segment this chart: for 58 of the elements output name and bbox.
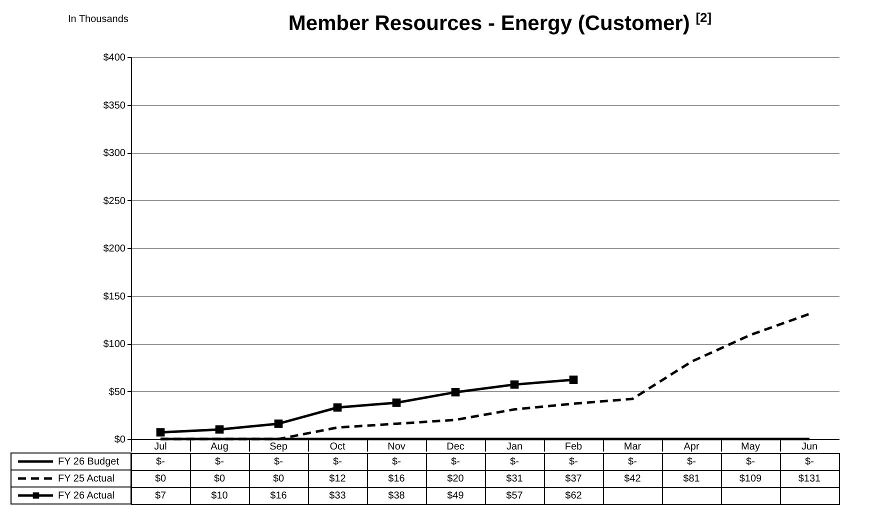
data-label: $16: [270, 490, 288, 502]
x-tick-label: Sep: [270, 442, 288, 452]
x-tick-label: Oct: [330, 442, 346, 452]
x-tick-label: Jan: [506, 442, 523, 452]
data-label: $-: [746, 456, 755, 468]
data-label: $-: [569, 456, 578, 468]
data-label: $109: [739, 474, 762, 484]
data-label: $-: [451, 456, 460, 468]
data-label: $7: [154, 490, 166, 502]
x-tick-label: Apr: [684, 442, 700, 452]
data-label: $49: [447, 490, 464, 502]
legend-label: FY 26 Actual: [58, 490, 115, 502]
y-tick-label: $0: [114, 434, 126, 446]
data-label: $-: [510, 456, 519, 468]
data-label: $-: [392, 456, 401, 468]
data-label: $-: [687, 456, 696, 468]
data-label: $37: [565, 474, 582, 484]
legend-label: FY 26 Budget: [58, 456, 120, 468]
data-label: $-: [333, 456, 342, 468]
data-label: $12: [329, 474, 346, 484]
data-label: $-: [156, 456, 165, 468]
data-label: $-: [628, 456, 637, 468]
data-label: $-: [215, 456, 224, 468]
data-label: $57: [506, 490, 524, 502]
y-tick-label: $250: [103, 196, 126, 207]
x-tick-label: Mar: [624, 442, 642, 452]
data-label: $81: [683, 474, 700, 484]
x-tick-label: Dec: [446, 442, 464, 452]
chart-title: Member Resources - Energy (Customer) $^{[2]}$: [287, 10, 713, 36]
data-label: $-: [274, 456, 283, 468]
x-tick-label: Nov: [388, 442, 406, 452]
data-label: $20: [447, 474, 464, 484]
data-label: $38: [388, 490, 406, 502]
x-tick-label: Jun: [801, 442, 818, 452]
data-label: $0: [214, 474, 226, 484]
text: In Thousands: [68, 14, 128, 25]
data-label: $131: [798, 474, 822, 484]
legend-label: FY 25 Actual: [58, 474, 115, 484]
data-label: $-: [805, 456, 814, 468]
x-tick-label: Feb: [564, 442, 583, 452]
data-label: $42: [624, 474, 642, 484]
data-label: $10: [211, 490, 228, 502]
x-tick-label: Jul: [154, 442, 167, 452]
data-label: $16: [388, 474, 406, 484]
y-tick-label: $400: [103, 52, 126, 64]
data-label: $31: [506, 474, 524, 484]
x-tick-label: May: [741, 442, 760, 452]
y-tick-label: $150: [103, 291, 126, 302]
data-label: $0: [154, 474, 166, 484]
y-tick-label: $100: [103, 339, 126, 350]
y-tick-label: $50: [108, 386, 126, 398]
x-tick-label: Aug: [210, 442, 228, 452]
y-tick-label: $300: [103, 148, 126, 159]
y-tick-label: $200: [103, 244, 126, 254]
y-tick-label: $350: [103, 100, 126, 112]
data-label: $33: [329, 490, 346, 502]
data-label: $0: [272, 474, 284, 484]
data-label: $62: [565, 490, 582, 502]
